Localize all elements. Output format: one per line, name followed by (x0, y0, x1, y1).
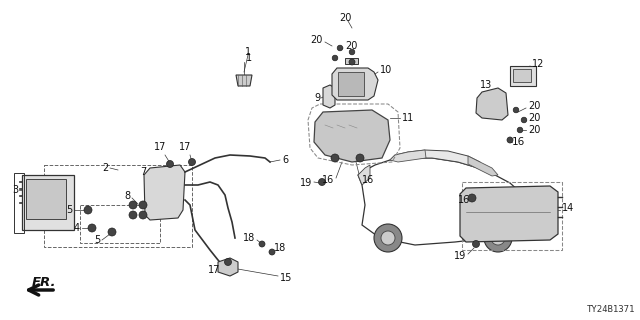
Circle shape (129, 211, 137, 219)
Text: 5: 5 (93, 235, 100, 245)
Text: 17: 17 (154, 142, 166, 152)
Bar (80, 205, 160, 243)
Text: FR.: FR. (32, 276, 56, 289)
Text: 18: 18 (274, 243, 286, 253)
Circle shape (521, 117, 527, 123)
Text: 16: 16 (322, 175, 334, 185)
Text: 1: 1 (246, 53, 252, 63)
Circle shape (331, 154, 339, 162)
Polygon shape (358, 158, 525, 245)
Polygon shape (358, 165, 370, 185)
Circle shape (84, 206, 92, 214)
Text: 20: 20 (310, 35, 323, 45)
Text: 20: 20 (528, 113, 540, 123)
Text: 3: 3 (12, 185, 18, 195)
Bar (510, 66, 536, 86)
Circle shape (517, 127, 523, 133)
Text: 19: 19 (300, 178, 312, 188)
Text: 17: 17 (207, 265, 220, 275)
Text: 16: 16 (458, 195, 470, 205)
Text: 20: 20 (528, 125, 540, 135)
Text: 8: 8 (124, 191, 130, 201)
Circle shape (269, 249, 275, 255)
Text: 16: 16 (362, 175, 374, 185)
Polygon shape (390, 150, 480, 168)
Text: 5: 5 (66, 205, 72, 215)
Polygon shape (345, 58, 358, 64)
Polygon shape (390, 150, 426, 162)
Circle shape (507, 137, 513, 143)
Circle shape (374, 224, 402, 252)
Circle shape (381, 231, 395, 245)
Bar (513, 69, 531, 82)
Circle shape (468, 194, 476, 202)
Circle shape (139, 201, 147, 209)
Circle shape (88, 224, 96, 232)
Text: 1: 1 (245, 47, 251, 57)
Circle shape (337, 45, 343, 51)
Circle shape (356, 154, 364, 162)
Text: 10: 10 (380, 65, 392, 75)
Circle shape (349, 49, 355, 55)
Bar (14, 173, 24, 233)
Circle shape (225, 259, 232, 266)
Circle shape (472, 241, 479, 247)
Circle shape (484, 224, 512, 252)
Text: 15: 15 (280, 273, 292, 283)
Circle shape (139, 211, 147, 219)
Text: 12: 12 (532, 59, 545, 69)
Polygon shape (236, 75, 252, 86)
Bar (338, 72, 364, 96)
Circle shape (129, 201, 137, 209)
Polygon shape (323, 85, 335, 108)
Circle shape (513, 107, 519, 113)
Text: 4: 4 (74, 223, 80, 233)
Circle shape (349, 59, 355, 65)
Bar (462, 182, 562, 250)
Text: TY24B1371: TY24B1371 (587, 305, 635, 314)
Text: 14: 14 (562, 203, 574, 213)
Text: 16: 16 (512, 137, 525, 147)
Circle shape (189, 158, 195, 165)
Text: 18: 18 (243, 233, 255, 243)
Text: 20: 20 (345, 41, 357, 51)
Circle shape (166, 161, 173, 167)
Bar (44, 165, 192, 247)
Circle shape (108, 228, 116, 236)
Text: 20: 20 (339, 13, 351, 23)
Text: 17: 17 (179, 142, 191, 152)
Circle shape (332, 55, 338, 61)
Text: 20: 20 (528, 101, 540, 111)
Polygon shape (468, 156, 498, 176)
Circle shape (491, 231, 505, 245)
Polygon shape (218, 258, 238, 276)
Circle shape (259, 241, 265, 247)
Text: 2: 2 (102, 163, 108, 173)
Text: 7: 7 (140, 167, 146, 177)
Circle shape (319, 179, 326, 186)
Polygon shape (314, 110, 390, 162)
Text: 19: 19 (454, 251, 466, 261)
Polygon shape (332, 68, 378, 100)
Polygon shape (460, 186, 558, 242)
Polygon shape (476, 88, 508, 120)
Text: 11: 11 (402, 113, 414, 123)
Text: 9: 9 (314, 93, 320, 103)
Polygon shape (144, 165, 185, 220)
Bar (26, 179, 66, 219)
Text: 13: 13 (480, 80, 492, 90)
Bar (22, 175, 74, 230)
Text: 6: 6 (282, 155, 288, 165)
